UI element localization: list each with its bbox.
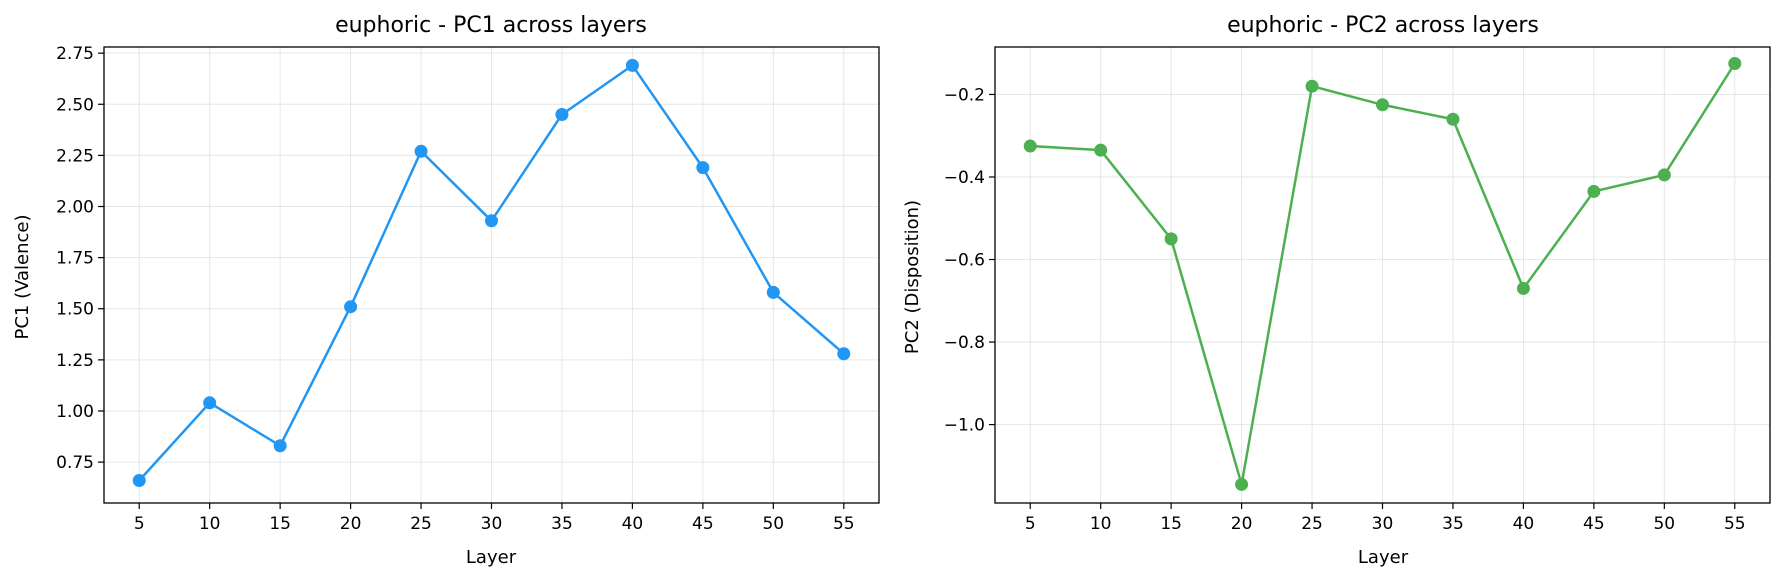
pc1-x-tick-label: 45 — [692, 514, 714, 534]
pc1-y-axis-label: PC1 (Valence) — [12, 214, 33, 339]
pc1-x-tick-label: 20 — [340, 514, 362, 534]
pc2-chart-title: euphoric - PC2 across layers — [1227, 13, 1539, 38]
pc1-data-point — [837, 347, 851, 361]
pc1-x-tick-label: 40 — [622, 514, 644, 534]
pc1-x-tick-label: 10 — [199, 514, 221, 534]
pc2-data-point — [1305, 79, 1319, 93]
pc2-x-tick-label: 15 — [1160, 514, 1182, 534]
pc1-chart-title: euphoric - PC1 across layers — [335, 13, 647, 38]
pc1-data-point — [485, 214, 498, 228]
pc1-grid — [104, 47, 879, 503]
pc1-x-tick-label: 15 — [269, 514, 291, 534]
pc1-data-point — [344, 300, 358, 314]
pc2-x-tick-label: 50 — [1653, 514, 1675, 534]
pc2-data-point — [1164, 232, 1178, 246]
pc2-data-point — [1516, 281, 1530, 295]
pc1-x-tick-label: 35 — [551, 514, 573, 534]
pc2-ticks: 5 10 15 20 25 30 35 40 45 50 55 −1.0 −0.8 −0.6 −0.4 −0.… — [944, 85, 1746, 534]
pc2-y-tick-label: −1.0 — [944, 416, 985, 436]
pc1-data-point — [203, 396, 217, 410]
pc1-x-tick-label: 50 — [762, 514, 784, 534]
pc1-series — [132, 58, 851, 488]
pc1-data-point — [132, 474, 146, 488]
pc1-data-point — [625, 58, 639, 72]
pc2-grid — [995, 47, 1770, 503]
pc1-ticks: 5 10 15 20 25 30 35 40 45 50 55 0.75 1.00 1.25 1.50 1.7… — [56, 44, 854, 534]
pc1-y-tick-label: 1.00 — [56, 402, 94, 422]
pc1-chart: euphoric - PC1 across layers Layer PC1 (… — [12, 13, 880, 568]
pc2-y-tick-label: −0.6 — [944, 251, 985, 271]
pc1-y-tick-label: 2.00 — [56, 197, 94, 217]
pc1-y-tick-label: 2.50 — [56, 95, 94, 115]
pc1-x-tick-label: 25 — [410, 514, 432, 534]
pc1-x-tick-label: 5 — [134, 514, 145, 534]
pc1-y-tick-label: 1.50 — [56, 300, 94, 320]
pc2-x-axis-label: Layer — [1358, 547, 1409, 568]
pc2-x-tick-label: 30 — [1372, 514, 1394, 534]
pc1-data-point — [696, 161, 710, 175]
pc2-y-tick-label: −0.8 — [944, 333, 985, 353]
pc2-x-tick-label: 20 — [1231, 514, 1253, 534]
pc1-x-tick-label: 55 — [833, 514, 855, 534]
pc2-data-point — [1023, 139, 1037, 153]
pc1-data-point — [414, 144, 428, 158]
pc2-data-point — [1587, 184, 1601, 198]
pc1-y-tick-label: 2.25 — [56, 146, 94, 166]
pc2-data-point — [1446, 112, 1460, 126]
pc2-data-point — [1094, 143, 1108, 157]
pc2-x-tick-label: 45 — [1583, 514, 1605, 534]
pc2-x-tick-label: 5 — [1025, 514, 1036, 534]
pc1-data-point — [273, 439, 287, 453]
pc1-data-point — [555, 107, 569, 121]
pc1-y-tick-label: 1.75 — [56, 249, 94, 269]
pc2-y-tick-label: −0.4 — [944, 168, 985, 188]
pc2-series — [1023, 57, 1742, 491]
pc2-x-tick-label: 35 — [1442, 514, 1464, 534]
pc2-data-point — [1376, 98, 1389, 112]
pc2-x-tick-label: 25 — [1301, 514, 1323, 534]
pc2-x-tick-label: 10 — [1090, 514, 1112, 534]
pc1-data-point — [766, 285, 780, 299]
pc2-data-point — [1728, 57, 1742, 71]
pc2-y-axis-label: PC2 (Disposition) — [902, 200, 923, 354]
pc1-x-tick-label: 30 — [481, 514, 503, 534]
pc2-y-tick-label: −0.2 — [944, 85, 985, 105]
pc2-x-tick-label: 55 — [1724, 514, 1746, 534]
pc2-chart: euphoric - PC2 across layers Layer PC2 (… — [902, 13, 1771, 568]
pc1-y-tick-label: 2.75 — [56, 44, 94, 64]
pc2-data-point — [1657, 168, 1671, 182]
pc2-data-point — [1235, 477, 1249, 491]
pc1-y-tick-label: 0.75 — [56, 453, 94, 473]
pc2-x-tick-label: 40 — [1513, 514, 1535, 534]
pc1-y-tick-label: 1.25 — [56, 351, 94, 371]
pc1-x-axis-label: Layer — [466, 547, 517, 568]
